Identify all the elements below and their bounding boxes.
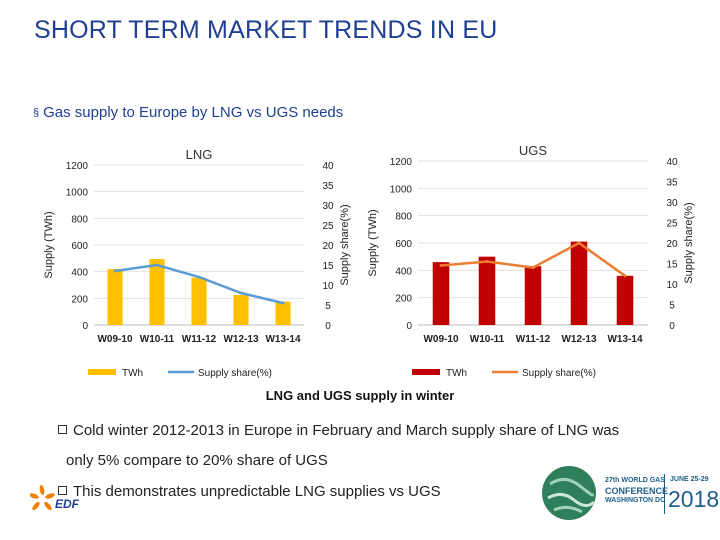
lng-share-point bbox=[197, 275, 201, 279]
bullet-marker: § bbox=[33, 107, 40, 119]
ugs-share-point bbox=[623, 274, 627, 278]
lng-y2tick-label: 5 bbox=[325, 301, 331, 312]
ugs-ytick-label: 1000 bbox=[390, 184, 413, 195]
ugs-share-point bbox=[485, 259, 489, 263]
ugs-category-label: W12-13 bbox=[561, 334, 596, 345]
ugs-share-point bbox=[531, 266, 535, 270]
lng-y2tick-label: 10 bbox=[322, 281, 334, 292]
ugs-legend-bar-swatch bbox=[412, 369, 440, 375]
section-bullet-text: Gas supply to Europe by LNG vs UGS needs bbox=[43, 104, 344, 121]
lng-ytick-label: 200 bbox=[71, 294, 88, 305]
lng-share-point bbox=[239, 291, 243, 295]
ugs-bar bbox=[524, 266, 542, 325]
ugs-category-label: W09-10 bbox=[423, 334, 458, 345]
lng-bar bbox=[107, 269, 123, 325]
lng-category-label: W09-10 bbox=[97, 334, 132, 345]
lng-y2tick-label: 40 bbox=[322, 161, 334, 172]
note-2: This demonstrates unpredictable LNG supp… bbox=[58, 483, 441, 500]
ugs-ytick-label: 0 bbox=[406, 321, 412, 332]
lng-category-label: W13-14 bbox=[265, 334, 300, 345]
ugs-y2tick-label: 15 bbox=[666, 260, 678, 271]
ugs-ylabel: Supply (TWh) bbox=[367, 209, 379, 276]
lng-share-point bbox=[155, 263, 159, 267]
ugs-y2tick-label: 30 bbox=[666, 198, 678, 209]
lng-bar bbox=[275, 301, 291, 325]
ugs-category-label: W10-11 bbox=[470, 334, 505, 345]
globe-icon bbox=[542, 466, 596, 520]
lng-share-point bbox=[113, 269, 117, 273]
lng-ytick-label: 800 bbox=[71, 214, 88, 225]
ugs-share-point bbox=[439, 264, 443, 268]
lng-y2tick-label: 25 bbox=[322, 221, 334, 232]
lng-ytick-label: 600 bbox=[71, 241, 88, 252]
note-1-continued: only 5% compare to 20% share of UGS bbox=[66, 452, 328, 469]
ugs-y2label: Supply share(%) bbox=[683, 202, 695, 283]
ugs-y2tick-label: 35 bbox=[666, 178, 678, 189]
ugs-y2tick-label: 10 bbox=[666, 280, 678, 291]
lng-bar bbox=[149, 259, 165, 325]
ugs-chart-title: UGS bbox=[519, 143, 548, 158]
ugs-legend-bar-label: TWh bbox=[446, 368, 467, 379]
lng-legend-bar-swatch bbox=[88, 369, 116, 375]
slide-title: SHORT TERM MARKET TRENDS IN EU bbox=[34, 16, 498, 44]
ugs-bar bbox=[478, 256, 496, 325]
note-checkbox-icon bbox=[58, 486, 67, 495]
lng-y2tick-label: 0 bbox=[325, 321, 331, 332]
lng-ytick-label: 1000 bbox=[66, 188, 89, 199]
ugs-ytick-label: 400 bbox=[395, 266, 412, 277]
conference-line-3: WASHINGTON DC bbox=[605, 497, 666, 504]
lng-category-label: W12-13 bbox=[223, 334, 258, 345]
note-1-text: Cold winter 2012-2013 in Europe in Febru… bbox=[73, 422, 620, 439]
section-bullet: § Gas supply to Europe by LNG vs UGS need… bbox=[33, 104, 343, 121]
lng-share-point bbox=[281, 301, 285, 305]
chart-caption: LNG and UGS supply in winter bbox=[265, 388, 455, 403]
conference-name: 27th WORLD GAS CONFERENCE WASHINGTON DC bbox=[605, 476, 668, 506]
ugs-share-point bbox=[577, 241, 581, 245]
lng-y2tick-label: 35 bbox=[322, 181, 334, 192]
conference-line-1: 27th WORLD GAS bbox=[605, 477, 665, 484]
lng-y2tick-label: 20 bbox=[322, 241, 334, 252]
ugs-ytick-label: 600 bbox=[395, 239, 412, 250]
lng-category-label: W10-11 bbox=[140, 334, 175, 345]
conference-dates: JUNE 25-29 bbox=[670, 476, 709, 483]
lng-y2tick-label: 15 bbox=[322, 261, 334, 272]
note-2-text: This demonstrates unpredictable LNG supp… bbox=[73, 483, 441, 500]
lng-legend-bar-label: TWh bbox=[122, 368, 143, 379]
conference-divider bbox=[664, 474, 665, 514]
note-1: Cold winter 2012-2013 in Europe in Febru… bbox=[58, 422, 619, 439]
lng-ytick-label: 1200 bbox=[66, 161, 89, 172]
ugs-bar bbox=[570, 241, 588, 325]
ugs-ytick-label: 200 bbox=[395, 294, 412, 305]
lng-bar bbox=[191, 277, 207, 325]
ugs-legend-line-label: Supply share(%) bbox=[522, 368, 596, 379]
lng-category-label: W11-12 bbox=[182, 334, 217, 345]
lng-bar bbox=[233, 295, 249, 325]
lng-chart-title: LNG bbox=[186, 147, 213, 162]
lng-ytick-label: 400 bbox=[71, 268, 88, 279]
lng-ytick-label: 0 bbox=[82, 321, 88, 332]
edf-logo-text: EDF bbox=[55, 497, 79, 511]
lng-y2label: Supply share(%) bbox=[339, 204, 351, 285]
lng-y2tick-label: 30 bbox=[322, 201, 334, 212]
ugs-y2tick-label: 25 bbox=[666, 219, 678, 230]
ugs-y2tick-label: 5 bbox=[669, 301, 675, 312]
ugs-ytick-label: 800 bbox=[395, 212, 412, 223]
ugs-category-label: W11-12 bbox=[516, 334, 551, 345]
ugs-bar bbox=[616, 275, 634, 325]
ugs-bar bbox=[432, 262, 450, 325]
conference-year: 2018 bbox=[668, 486, 720, 512]
ugs-category-label: W13-14 bbox=[607, 334, 642, 345]
ugs-y2tick-label: 40 bbox=[666, 157, 678, 168]
ugs-y2tick-label: 20 bbox=[666, 239, 678, 250]
edf-logo-icon bbox=[30, 485, 55, 511]
lng-legend-line-label: Supply share(%) bbox=[198, 368, 272, 379]
conference-line-2: CONFERENCE bbox=[605, 486, 669, 496]
note-checkbox-icon bbox=[58, 425, 67, 434]
lng-ylabel: Supply (TWh) bbox=[43, 211, 55, 278]
ugs-ytick-label: 1200 bbox=[390, 157, 413, 168]
ugs-y2tick-label: 0 bbox=[669, 321, 675, 332]
